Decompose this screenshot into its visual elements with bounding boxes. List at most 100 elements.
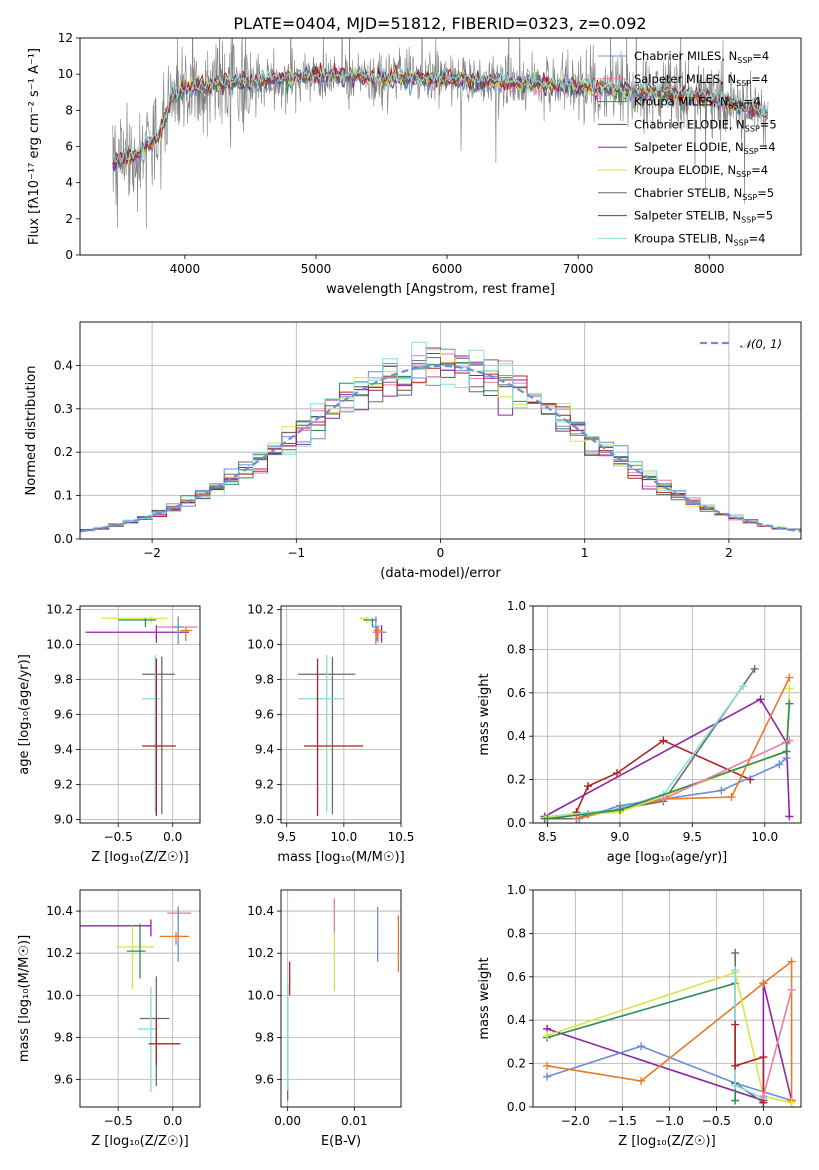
y-tick-label: 9.4 <box>255 743 274 757</box>
weight-marker-kroupa-stelib <box>731 1081 740 1090</box>
x-tick-label: −2 <box>143 546 161 560</box>
x-tick-label: 10.0 <box>330 830 357 844</box>
y-tick-label: 0.6 <box>507 686 526 700</box>
weight-marker-chabrier-miles <box>775 760 784 769</box>
y-tick-label: 10.2 <box>46 946 73 960</box>
x-tick-label: 2 <box>725 546 733 560</box>
weight-marker-kroupa-miles <box>785 699 794 708</box>
weight-marker-salpeter-miles <box>659 795 668 804</box>
legend-label-chabrier-miles: Chabrier MILES, NSSP=4 <box>634 49 769 65</box>
y-tick-label: 0.0 <box>54 532 73 546</box>
x-axis-label: Z [log₁₀(Z/Z☉)] <box>91 850 188 865</box>
panel-spectrum: 4000 5000 6000 7000 8000 0 2 4 6 8 10 12 wavelength … <box>27 31 802 297</box>
y-tick-label: 0.6 <box>507 970 526 984</box>
legend-label-normal: 𝒩(0, 1) <box>740 337 782 351</box>
weight-marker-orange <box>759 979 768 988</box>
hist-step-kroupa-stelib <box>80 341 801 532</box>
weight-marker-orange <box>543 1061 552 1070</box>
panel-mass_vs_Z: −0.5 0.0 9.6 9.8 10.0 10.2 10.4 Z [log₁₀(Z/Z☉)]… <box>17 889 201 1149</box>
weight-marker-chabrier-stelib <box>731 948 740 957</box>
weight-marker-salpeter-stelib <box>659 736 668 745</box>
y-tick-label: 6 <box>65 140 73 154</box>
normal-curve <box>80 364 801 533</box>
weight-marker-salpeter-miles <box>787 985 796 994</box>
y-tick-label: 12 <box>58 31 73 45</box>
y-tick-label: 10.2 <box>247 946 274 960</box>
panels-layer: 4000 5000 6000 7000 8000024681012wavelength … <box>17 31 802 1149</box>
y-tick-label: 0.8 <box>507 642 526 656</box>
legend-label-kroupa-stelib: Kroupa STELIB, NSSP=4 <box>634 231 765 247</box>
y-tick-label: 0 <box>65 248 73 262</box>
y-tick-label: 10.0 <box>247 638 274 652</box>
y-tick-label: 2 <box>65 212 73 226</box>
x-tick-label: 10.5 <box>388 830 415 844</box>
weight-marker-orange <box>787 957 796 966</box>
weight-marker-orange <box>785 673 794 682</box>
panel-mass_vs_ebv: 0.00 0.01 9.6 9.8 10.0 10.2 10.4 E(B-V) <box>247 889 402 1149</box>
x-tick-label: 9.0 <box>610 830 629 844</box>
panel-residuals: −2 −1 0 1 2 0.0 0.1 0.2 0.3 0.4 (data-model)/error… <box>24 321 802 581</box>
y-tick-label: 9.6 <box>255 1073 274 1087</box>
y-tick-label: 9.8 <box>54 673 73 687</box>
y-tick-label: 1.0 <box>507 883 526 897</box>
weight-marker-salpeter-stelib <box>731 1061 740 1070</box>
x-tick-label: 6000 <box>432 262 463 276</box>
y-tick-label: 0.1 <box>54 489 73 503</box>
y-tick-label: 9.8 <box>255 673 274 687</box>
weight-marker-kroupa-miles <box>731 1096 740 1105</box>
y-tick-label: 0.8 <box>507 926 526 940</box>
weight-marker-salpeter-elodie <box>756 695 765 704</box>
weight-marker-orange <box>727 792 736 801</box>
weight-line-kroupa-miles <box>547 703 791 820</box>
x-tick-label: 0.0 <box>754 1114 773 1128</box>
weight-marker-salpeter-miles <box>759 1092 768 1101</box>
weight-line-salpeter-miles <box>762 989 793 1097</box>
x-tick-label: 4000 <box>170 262 201 276</box>
y-tick-label: 0.0 <box>507 816 526 830</box>
weight-marker-salpeter-elodie <box>785 812 794 821</box>
x-tick-label: 5000 <box>301 262 332 276</box>
y-tick-label: 9.4 <box>54 743 73 757</box>
weight-line-salpeter-stelib <box>734 1024 765 1103</box>
x-tick-label: 0 <box>437 546 445 560</box>
y-tick-label: 9.0 <box>54 813 73 827</box>
x-tick-label: 10.0 <box>751 830 778 844</box>
x-axis-label: mass [log₁₀(M/M☉)] <box>277 850 404 865</box>
legend-label-salpeter-stelib: Salpeter STELIB, NSSP=5 <box>634 209 773 225</box>
y-tick-label: 1.0 <box>507 599 526 613</box>
hist-step-chabrier-stelib <box>80 357 801 531</box>
x-tick-label: 0.00 <box>274 1114 301 1128</box>
y-tick-label: 8 <box>65 103 73 117</box>
weight-line-salpeter-miles <box>663 739 790 800</box>
x-tick-label: −0.5 <box>104 1114 133 1128</box>
legend-label-kroupa-miles: Kroupa MILES, NSSP=4 <box>634 95 760 111</box>
x-tick-label: −1.5 <box>608 1114 637 1128</box>
legend-label-kroupa-elodie: Kroupa ELODIE, NSSP=4 <box>634 163 768 179</box>
plot-area <box>112 38 769 229</box>
legend: Chabrier MILES, NSSP=4 Salpeter MILES, NS… <box>598 49 777 247</box>
axes-frame <box>79 605 201 824</box>
weight-marker-salpeter-stelib <box>731 1020 740 1029</box>
weight-marker-orange <box>637 1076 646 1085</box>
model-line-kroupa-stelib <box>112 66 768 164</box>
weight-marker-kroupa-elodie <box>785 684 794 693</box>
weight-marker-kroupa-stelib <box>731 966 740 975</box>
x-tick-label: −0.5 <box>104 830 133 844</box>
x-tick-label: 1 <box>581 546 589 560</box>
y-tick-label: 10.0 <box>46 988 73 1002</box>
weight-marker-kroupa-elodie <box>543 1031 552 1040</box>
panel-age_vs_Z: −0.5 0.0 9.0 9.2 9.4 9.6 9.8 10.0 10.2 Z [log₁₀(Z… <box>17 603 201 865</box>
legend-label-chabrier-elodie: Chabrier ELODIE, NSSP=5 <box>634 117 777 133</box>
legend-label-salpeter-miles: Salpeter MILES, NSSP=4 <box>634 72 768 88</box>
y-tick-label: 9.6 <box>255 708 274 722</box>
weight-marker-chabrier-miles <box>543 1072 552 1081</box>
y-tick-label: 0.4 <box>507 1013 526 1027</box>
y-tick-label: 0.4 <box>507 729 526 743</box>
x-axis-label: age [log₁₀(age/yr)] <box>607 850 728 865</box>
y-axis-label: Flux [fλ10⁻¹⁷ erg cm⁻² s⁻¹ A⁻¹] <box>27 48 42 245</box>
x-tick-label: 0.01 <box>341 1114 368 1128</box>
x-axis-label: E(B-V) <box>321 1134 361 1149</box>
weight-marker-kroupa-miles <box>543 814 552 823</box>
weight-marker-chabrier-miles <box>637 1042 646 1051</box>
